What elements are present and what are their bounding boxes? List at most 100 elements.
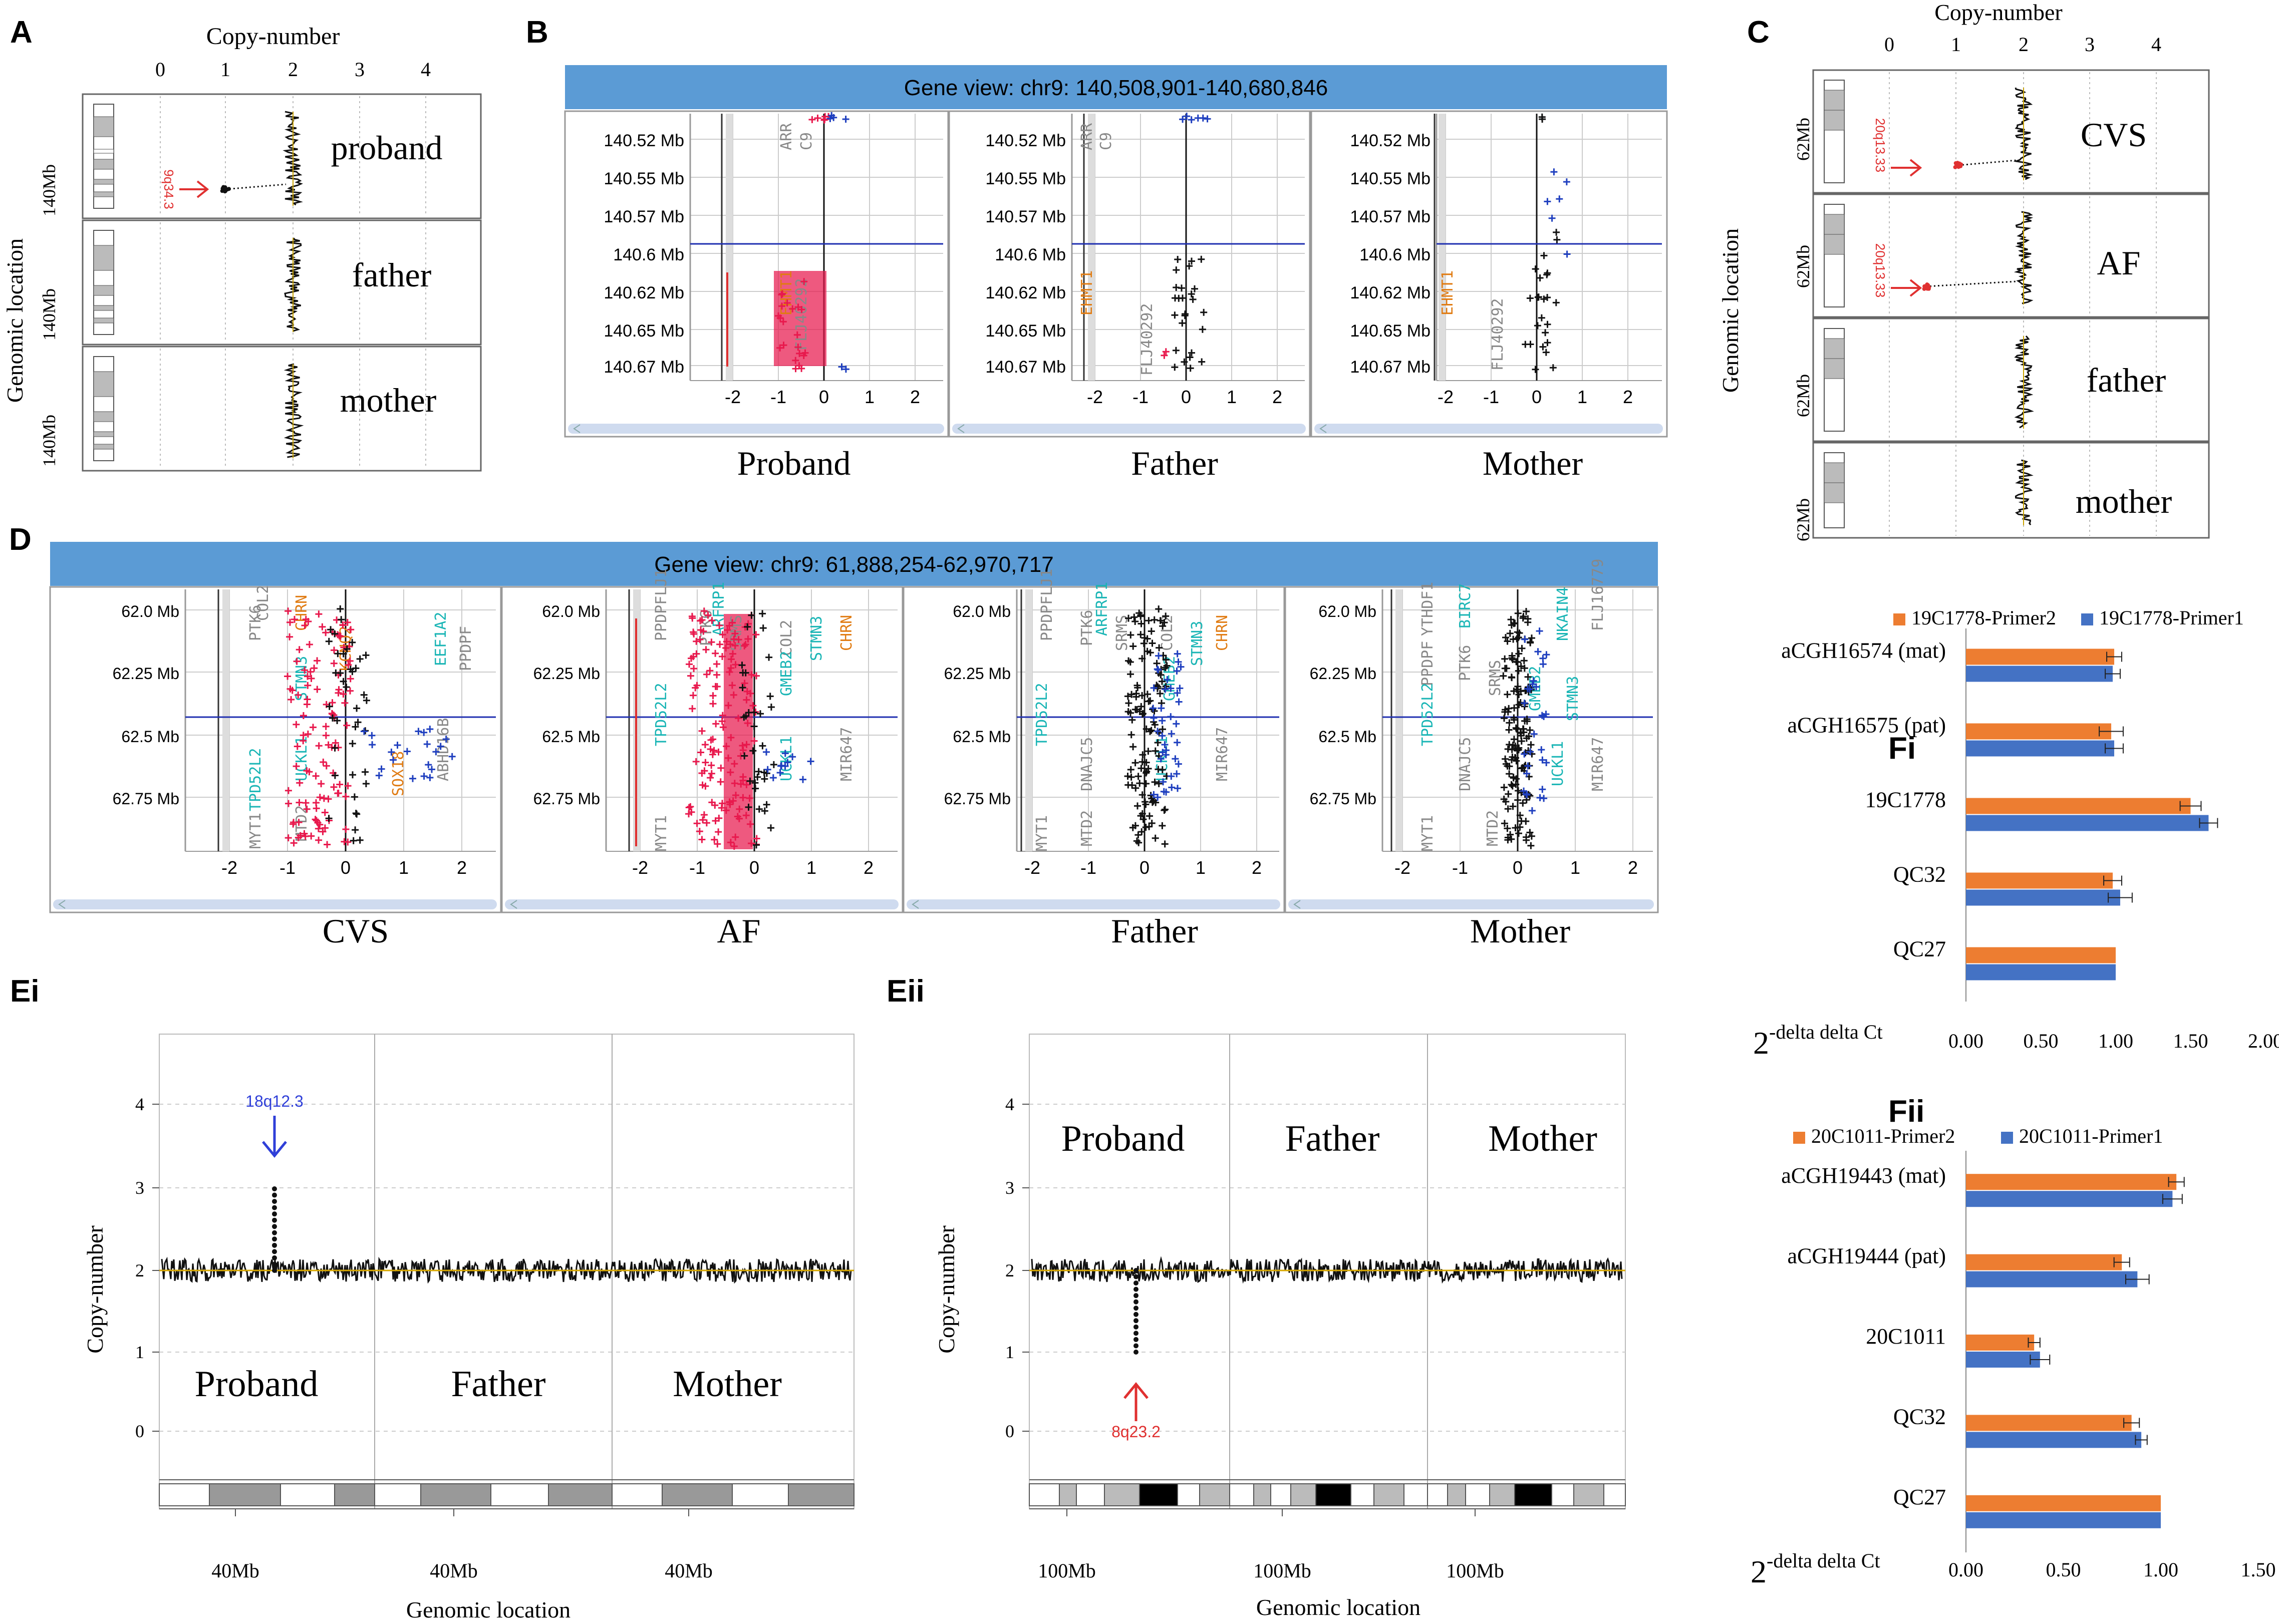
gene-label: C9 <box>1097 132 1115 150</box>
panel-label-ei: Ei <box>10 974 40 1009</box>
ideogram-band <box>1104 1483 1140 1506</box>
scroll-left-icon <box>510 900 517 909</box>
probe-point <box>726 801 734 808</box>
probe-point <box>767 824 774 832</box>
probe-point <box>1160 778 1167 786</box>
panel-d-plots[interactable]: 62.0 Mb 62.25 Mb 62.5 Mb 62.75 Mb -2 -1 0 1 2 PTK… <box>49 559 1659 913</box>
panel-c-red-arrows <box>1891 159 1922 297</box>
probe-point <box>325 815 333 822</box>
probe-point <box>1152 834 1159 842</box>
ideogram-band <box>1427 1483 1448 1506</box>
panel-c-axis-title: Copy-number <box>1934 0 2063 25</box>
probe-point <box>1526 294 1534 302</box>
y-tick-label: 1 <box>135 1342 144 1362</box>
probe-point <box>783 299 791 306</box>
probe-point <box>1528 807 1536 814</box>
error-bar <box>2030 1355 2051 1365</box>
probe-point <box>1538 712 1546 719</box>
probe-point <box>1139 751 1147 759</box>
probe-point <box>689 614 696 622</box>
probe-point <box>1174 785 1181 792</box>
probe-point <box>1138 711 1146 718</box>
probe-point <box>1168 730 1175 738</box>
probe-point <box>1188 349 1195 357</box>
probe-point <box>716 640 724 648</box>
probe-point <box>346 657 354 665</box>
probe-point <box>319 623 326 630</box>
probe-point <box>1540 795 1548 802</box>
probe-point <box>1504 691 1511 698</box>
panel-c-tick-1: 1 <box>1951 33 1961 56</box>
probe-point <box>1173 667 1181 675</box>
probe-point <box>375 772 383 779</box>
gene-label: MTD2 <box>1484 810 1502 846</box>
gene-label: MIR647 <box>1589 737 1607 791</box>
probe-point <box>1509 782 1516 790</box>
bar <box>1966 964 2116 981</box>
scroll-left-icon <box>1319 424 1327 433</box>
ideogram-band <box>1315 1483 1351 1506</box>
probe-point <box>700 811 708 819</box>
x-axis-label-superscript: -delta delta Ct <box>1769 1021 1883 1043</box>
panel-d-header: Gene view: chr9: 61,888,254-62,970,717 <box>654 552 1053 577</box>
error-bar <box>2113 1257 2130 1267</box>
probe-point <box>776 314 784 322</box>
probe-point <box>329 699 336 707</box>
probe-point <box>1521 700 1528 707</box>
probe-point <box>1162 686 1169 693</box>
gene-label: MIR647 <box>1214 727 1231 781</box>
probe-point <box>696 828 703 835</box>
probe-point <box>1200 308 1208 316</box>
probe-point <box>1127 766 1134 773</box>
panel-ei-annotation: 18q12.3 <box>245 1092 304 1110</box>
probe-point <box>320 758 327 766</box>
gene-label: DNAJC5 <box>1457 737 1474 791</box>
probe-point <box>1523 790 1530 798</box>
probe-point <box>1157 617 1164 624</box>
panel-ei-member-father: Father <box>451 1364 545 1405</box>
probe-point <box>727 665 735 672</box>
panel-a-red-arrow <box>179 180 209 198</box>
probe-point <box>293 721 300 728</box>
ideogram-band <box>93 191 114 197</box>
probe-point <box>306 768 313 776</box>
probe-point <box>289 687 296 694</box>
probe-point <box>356 836 364 844</box>
probe-point <box>1127 631 1134 638</box>
probe-point <box>702 782 709 790</box>
probe-point <box>700 627 707 635</box>
probe-point <box>727 734 735 741</box>
copy-number-trace <box>284 237 302 332</box>
probe-point <box>360 691 368 699</box>
legend-swatch <box>2081 613 2093 625</box>
probe-point <box>1137 612 1145 620</box>
gene-label: STMN3 <box>1189 621 1206 666</box>
probe-point <box>1174 689 1181 697</box>
aberration-point <box>1133 1268 1138 1273</box>
y-tick-label: 4 <box>1005 1094 1014 1114</box>
y-tick-label: 140.6 Mb <box>613 245 684 264</box>
strip-frame <box>82 346 482 472</box>
panel-ei-xlabel: Genomic location <box>406 1597 571 1622</box>
y-tick-label: 140.65 Mb <box>985 321 1066 341</box>
x-tick-label: 1.00 <box>2098 1030 2133 1052</box>
probe-point <box>290 839 298 847</box>
probe-point <box>1181 312 1189 319</box>
probe-point <box>302 799 310 807</box>
probe-point <box>1510 716 1518 724</box>
probe-point <box>1175 698 1183 706</box>
scrollbar <box>505 899 899 909</box>
panel-b-plots[interactable]: 140.52 Mb 140.55 Mb 140.57 Mb 140.6 Mb 140.6… <box>564 110 1668 438</box>
scrollbar <box>1314 424 1663 434</box>
y-tick-label: 62.5 Mb <box>121 728 179 746</box>
panel-d-caption-father: Father <box>1111 912 1198 950</box>
probe-point <box>1157 671 1165 679</box>
probe-point <box>709 700 717 708</box>
panel-a-band-annotation: 9q34.3 <box>161 169 176 209</box>
gene-view-frame <box>501 586 904 913</box>
x-tick-label: 40Mb <box>211 1559 259 1582</box>
probe-point <box>1502 760 1510 768</box>
ideogram-band <box>93 159 114 170</box>
gene-label: ARR <box>1078 123 1096 150</box>
probe-point <box>1515 650 1523 658</box>
